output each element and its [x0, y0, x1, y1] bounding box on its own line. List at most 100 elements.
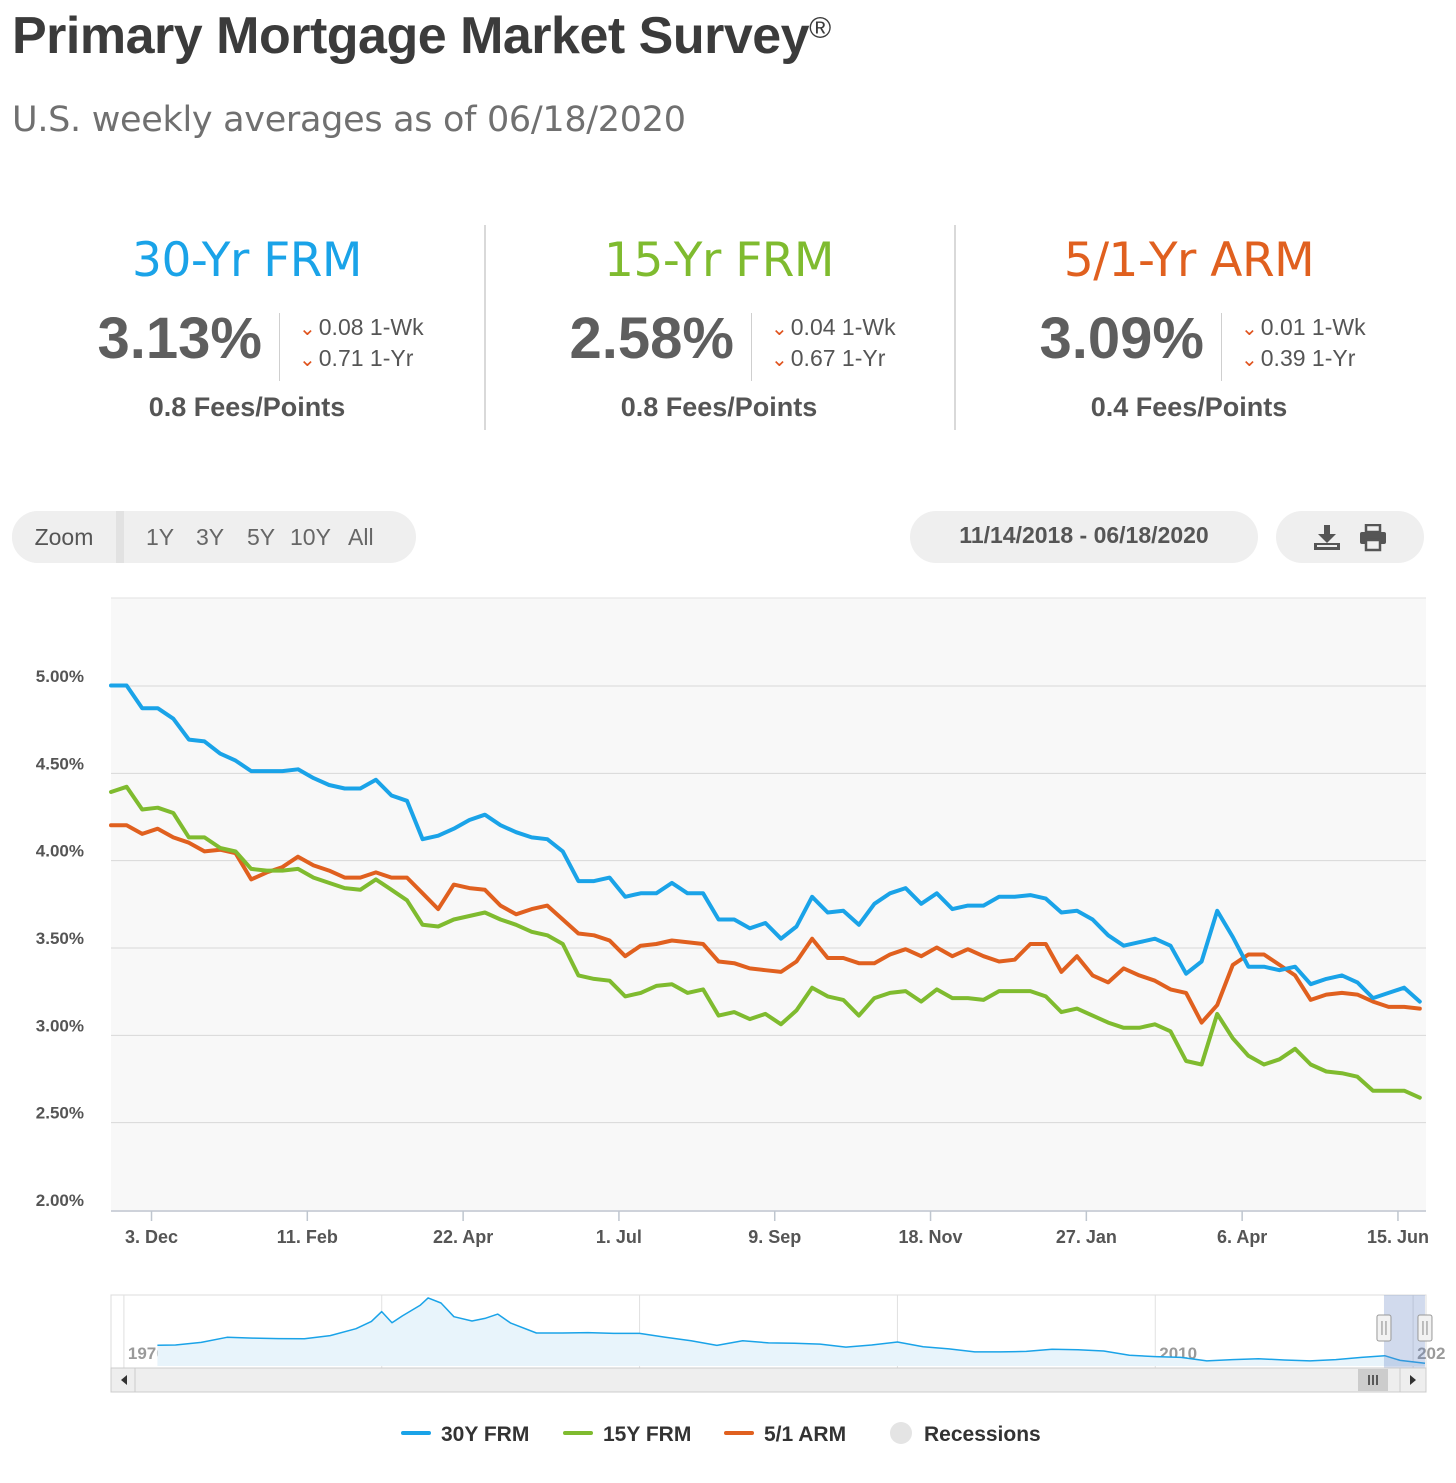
- zoom-1y-button[interactable]: 1Y: [146, 524, 175, 550]
- zoom-all-button[interactable]: All: [348, 524, 374, 550]
- yr-change-text: 0.71 1-Yr: [318, 345, 414, 371]
- x-tick-label: 1. Jul: [596, 1227, 642, 1247]
- x-tick-label: 22. Apr: [433, 1227, 493, 1247]
- card-30yr-yr-change: ⌄ 0.71 1-Yr: [299, 345, 413, 372]
- card-separator: [751, 313, 752, 381]
- y-tick-label: 3.00%: [36, 1016, 84, 1035]
- navigator-area: [157, 1297, 1425, 1366]
- zoom-label: Zoom: [12, 511, 116, 563]
- card-arm-name: 5/1-Yr ARM: [1063, 233, 1315, 288]
- yr-change-text: 0.39 1-Yr: [1260, 345, 1356, 371]
- card-divider: [954, 225, 956, 430]
- x-tick-label: 15. Jun: [1367, 1227, 1429, 1247]
- chevron-down-icon: ⌄: [299, 318, 316, 340]
- card-15yr-fees: 0.8 Fees/Points: [620, 392, 818, 422]
- arrow-left-icon: [121, 1375, 127, 1385]
- wk-change-text: 0.04 1-Wk: [790, 314, 896, 340]
- card-divider: [484, 225, 486, 430]
- scrollbar-grip-icon: [1368, 1375, 1378, 1385]
- card-arm-rate: 3.09%: [1039, 306, 1204, 371]
- legend-recession-dot: [890, 1422, 912, 1445]
- card-arm-fees: 0.4 Fees/Points: [1090, 392, 1288, 422]
- date-range-display[interactable]: 11/14/2018 - 06/18/2020: [910, 511, 1258, 563]
- x-tick-label: 3. Dec: [125, 1227, 178, 1247]
- navigator-left-handle[interactable]: [1376, 1314, 1392, 1342]
- legend-label: 30Y FRM: [441, 1423, 530, 1446]
- date-range-text: 11/14/2018 - 06/18/2020: [959, 522, 1209, 548]
- y-tick-label: 5.00%: [36, 667, 84, 686]
- y-tick-label: 2.00%: [36, 1191, 84, 1210]
- print-icon[interactable]: [1358, 524, 1388, 552]
- series-line-5-1-arm[interactable]: [109, 823, 1422, 1025]
- legend-item-arm[interactable]: 5/1 ARM: [724, 1420, 846, 1450]
- x-tick-label: 6. Apr: [1217, 1227, 1267, 1247]
- legend-label: 5/1 ARM: [764, 1423, 847, 1446]
- x-tick-label: 27. Jan: [1056, 1227, 1117, 1247]
- y-tick-label: 2.50%: [36, 1104, 84, 1123]
- legend-label: Recessions: [924, 1423, 1041, 1446]
- legend-item-15y[interactable]: 15Y FRM: [563, 1420, 691, 1450]
- wk-change-text: 0.01 1-Wk: [1260, 314, 1366, 340]
- chevron-down-icon: ⌄: [771, 318, 788, 340]
- y-tick-label: 4.00%: [36, 842, 84, 861]
- plot-background: [111, 598, 1426, 1212]
- export-controls: [1276, 511, 1424, 563]
- card-15yr-yr-change: ⌄ 0.67 1-Yr: [771, 345, 885, 372]
- chevron-down-icon: ⌄: [1241, 318, 1258, 340]
- card-30yr-name: 30-Yr FRM: [132, 233, 362, 288]
- wk-change-text: 0.08 1-Wk: [318, 314, 424, 340]
- yr-change-text: 0.67 1-Yr: [790, 345, 886, 371]
- card-30yr-rate: 3.13%: [97, 306, 262, 371]
- y-tick-label: 4.50%: [36, 754, 84, 773]
- chevron-down-icon: ⌄: [1241, 349, 1258, 371]
- card-15yr-rate: 2.58%: [569, 306, 734, 371]
- x-ticks: 3. Dec 11. Feb 22. Apr 1. Jul 9. Sep 18. Nov 2…: [125, 1211, 1429, 1247]
- card-separator: [1221, 313, 1222, 381]
- chevron-down-icon: ⌄: [299, 349, 316, 371]
- zoom-5y-button[interactable]: 5Y: [247, 524, 276, 550]
- y-tick-label: 3.50%: [36, 929, 84, 948]
- zoom-control: Zoom 1Y 3Y 5Y 10Y All: [12, 511, 416, 563]
- series-line-15y-frm[interactable]: [109, 784, 1422, 1100]
- card-arm-yr-change: ⌄ 0.39 1-Yr: [1241, 345, 1355, 372]
- card-arm-wk-change: ⌄ 0.01 1-Wk: [1241, 314, 1366, 341]
- zoom-10y-button[interactable]: 10Y: [290, 524, 331, 550]
- navigator: 19701980199020002010202: [123, 1295, 1445, 1368]
- page-subtitle: U.S. weekly averages as of 06/18/2020: [12, 100, 686, 140]
- navigator-year-label: 202: [1417, 1344, 1445, 1363]
- grid-layer: 5.00% 4.50% 4.00% 3.50% 3.00% 2.50% 2.00%: [36, 667, 1426, 1210]
- chevron-down-icon: ⌄: [771, 349, 788, 371]
- zoom-3y-button[interactable]: 3Y: [196, 524, 225, 550]
- zoom-separator: [116, 511, 124, 563]
- navigator-series-line: [157, 1297, 1426, 1365]
- legend-item-recessions[interactable]: Recessions: [890, 1420, 1041, 1450]
- card-15yr-wk-change: ⌄ 0.04 1-Wk: [771, 314, 896, 341]
- chart-legend: 30Y FRM 15Y FRM 5/1 ARM Recessions: [0, 1420, 1456, 1450]
- download-icon[interactable]: [1312, 524, 1342, 552]
- title-text: Primary Mortgage Market Survey: [12, 7, 810, 65]
- x-tick-label: 9. Sep: [748, 1227, 801, 1247]
- page-title: Primary Mortgage Market Survey®: [12, 6, 831, 66]
- series-layer: [109, 683, 1422, 1100]
- card-30yr-wk-change: ⌄ 0.08 1-Wk: [299, 314, 424, 341]
- card-15yr: 15-Yr FRM 2.58% ⌄ 0.04 1-Wk ⌄ 0.67 1-Yr 0.…: [484, 225, 954, 430]
- card-30yr-fees: 0.8 Fees/Points: [148, 392, 346, 422]
- registered-mark: ®: [809, 12, 831, 45]
- legend-swatch: [401, 1431, 431, 1436]
- legend-item-30y[interactable]: 30Y FRM: [401, 1420, 529, 1450]
- arrow-right-icon: [1410, 1375, 1416, 1385]
- x-tick-label: 11. Feb: [277, 1227, 338, 1247]
- card-30yr: 30-Yr FRM 3.13% ⌄ 0.08 1-Wk ⌄ 0.71 1-Yr 0.…: [12, 225, 482, 430]
- navigator-scrollbar[interactable]: [110, 1367, 1427, 1393]
- legend-swatch: [724, 1431, 754, 1436]
- card-separator: [279, 313, 280, 381]
- series-line-30y-frm[interactable]: [109, 683, 1422, 1004]
- navigator-right-handle[interactable]: [1417, 1314, 1433, 1342]
- x-tick-label: 18. Nov: [899, 1227, 963, 1247]
- card-15yr-name: 15-Yr FRM: [604, 233, 834, 288]
- card-arm: 5/1-Yr ARM 3.09% ⌄ 0.01 1-Wk ⌄ 0.39 1-Yr 0…: [954, 225, 1424, 430]
- legend-swatch: [563, 1431, 593, 1436]
- navigator-year-label: 1970: [128, 1344, 166, 1363]
- legend-label: 15Y FRM: [603, 1423, 692, 1446]
